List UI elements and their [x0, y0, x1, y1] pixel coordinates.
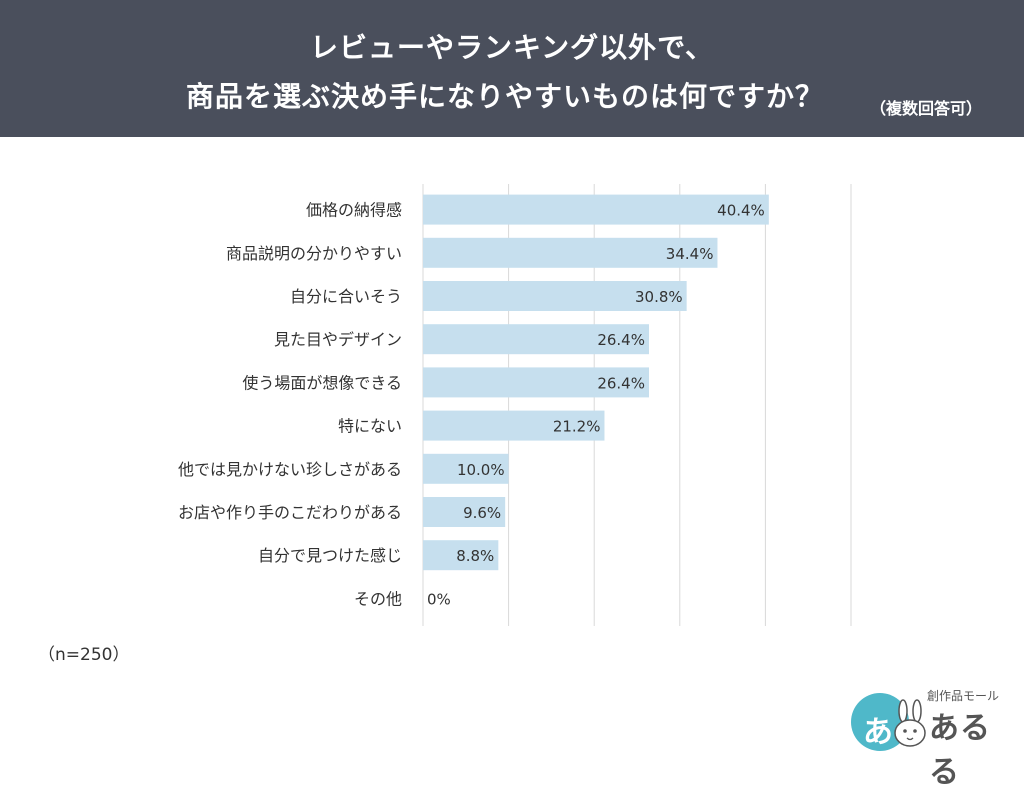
bar — [423, 281, 687, 311]
logo-small-text: 創作品モール — [927, 689, 1000, 703]
value-label: 26.4% — [597, 374, 645, 392]
category-label: その他 — [354, 589, 402, 608]
value-label: 34.4% — [666, 245, 714, 263]
category-label: 見た目やデザイン — [274, 330, 402, 349]
value-label: 30.8% — [635, 288, 683, 306]
category-label: 特にない — [338, 417, 402, 436]
value-label: 8.8% — [456, 547, 494, 565]
bar — [423, 237, 718, 268]
bar — [423, 453, 509, 484]
chart-title-line-2: 商品を選ぶ決め手になりやすいものは何ですか？ — [185, 80, 824, 113]
value-label: 40.4% — [717, 202, 765, 220]
sample-size-note: （n=250） — [38, 645, 130, 665]
logo-icon-glyph: あ — [863, 715, 893, 750]
bar — [423, 194, 769, 225]
logo-main-text: あるる — [929, 711, 991, 790]
logo-circle: あ — [851, 693, 909, 751]
chart-header: レビューやランキング以外で、 商品を選ぶ決め手になりやすいものは何ですか？ （複… — [0, 0, 1024, 137]
value-label: 10.0% — [457, 461, 505, 479]
category-label: 自分で見つけた感じ — [258, 546, 402, 565]
value-label: 21.2% — [553, 418, 601, 436]
bar — [423, 324, 649, 355]
bar — [423, 367, 649, 398]
bar-chart: 01020304050(%)価格の納得感40.4%商品説明の分かりやすい34.4… — [178, 184, 852, 626]
value-label: 26.4% — [597, 331, 645, 349]
bar — [423, 540, 499, 571]
category-label: 使う場面が想像できる — [242, 373, 402, 392]
category-label: 価格の納得感 — [306, 201, 402, 220]
brand-logo: あ 創作品モール あるる — [845, 685, 1005, 790]
value-label: 9.6% — [463, 504, 501, 522]
chart-title-line-1: レビューやランキング以外で、 — [309, 31, 715, 64]
category-label: 自分に合いそう — [290, 287, 402, 306]
value-label: 0% — [427, 590, 451, 608]
chart-title-note: （複数回答可） — [870, 99, 983, 118]
category-label: 他では見かけない珍しさがある — [178, 460, 402, 479]
bar — [423, 410, 605, 441]
category-label: お店や作り手のこだわりがある — [178, 503, 402, 522]
bar — [423, 497, 506, 527]
category-label: 商品説明の分かりやすい — [226, 244, 402, 263]
rabbit-icon — [894, 699, 926, 747]
